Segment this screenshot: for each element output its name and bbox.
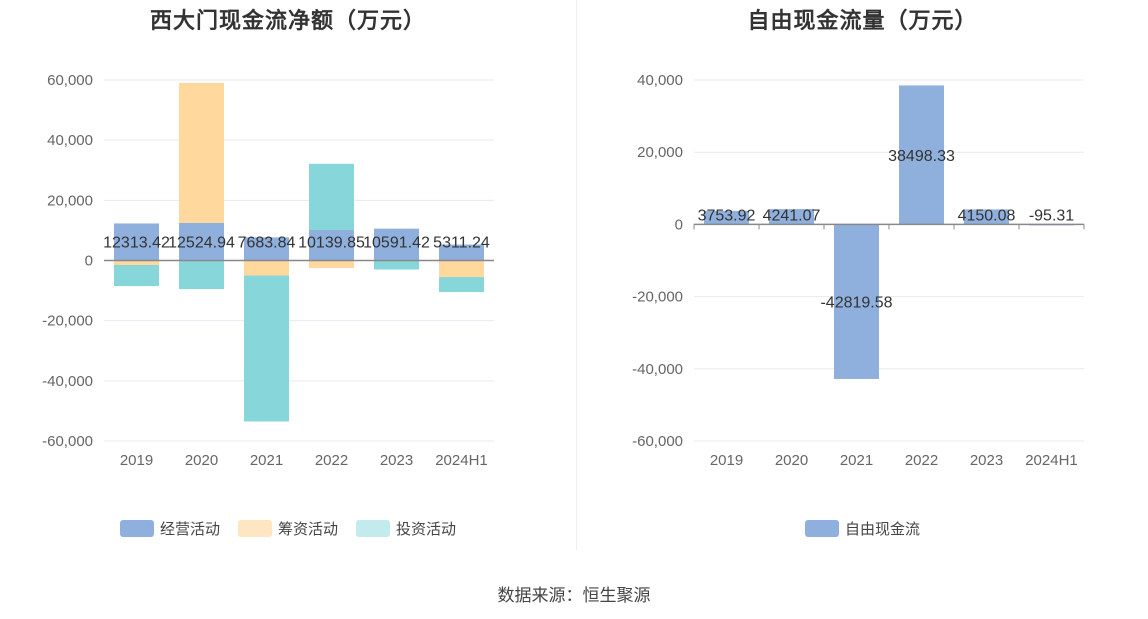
legend-swatch-free-cash-flow bbox=[804, 520, 839, 537]
cash-flow-legend: 经营活动 筹资活动 投资活动 bbox=[0, 518, 576, 539]
x-tick-label: 2020 bbox=[185, 452, 218, 469]
y-tick-label: 20,000 bbox=[637, 144, 683, 161]
legend-swatch-financing bbox=[237, 520, 272, 537]
data-label-free-cash-flow: 3753.92 bbox=[698, 207, 756, 224]
legend-label-operating: 经营活动 bbox=[159, 521, 220, 538]
legend-item-operating[interactable]: 经营活动 bbox=[119, 518, 220, 539]
bar-free-cash-flow bbox=[834, 224, 879, 379]
bar-operating bbox=[179, 222, 224, 261]
bar-investing bbox=[114, 265, 159, 287]
x-tick-label: 2021 bbox=[250, 452, 283, 469]
y-tick-label: 0 bbox=[675, 216, 683, 233]
y-tick-label: 0 bbox=[85, 253, 93, 270]
data-label-operating: 10591.42 bbox=[363, 235, 430, 252]
bar-operating bbox=[114, 223, 159, 261]
bar-free-cash-flow bbox=[704, 210, 749, 225]
free-cash-flow-chart-panel: 自由现金流量（万元） 40,000 20,000 0 -20,000 -40,000 -6… bbox=[577, 0, 1148, 560]
x-tick-label: 2020 bbox=[775, 452, 808, 469]
x-tick-label: 2021 bbox=[840, 452, 873, 469]
bar-operating bbox=[244, 237, 289, 261]
legend-label-financing: 筹资活动 bbox=[277, 521, 338, 538]
bar-financing bbox=[114, 260, 159, 266]
bar-investing bbox=[374, 260, 419, 270]
legend-swatch-operating bbox=[119, 520, 154, 537]
bar-free-cash-flow bbox=[769, 209, 814, 225]
bar-investing bbox=[439, 277, 484, 293]
legend-label-investing: 投资活动 bbox=[396, 521, 457, 538]
bar-investing bbox=[309, 163, 354, 230]
legend-item-free-cash-flow[interactable]: 自由现金流 bbox=[804, 518, 920, 539]
free-cash-flow-legend: 自由现金流 bbox=[577, 518, 1148, 539]
legend-item-financing[interactable]: 筹资活动 bbox=[237, 518, 338, 539]
bar-financing bbox=[309, 260, 354, 269]
data-label-free-cash-flow: 4150.08 bbox=[958, 207, 1016, 224]
data-label-free-cash-flow: 38498.33 bbox=[888, 148, 955, 165]
cash-flow-chart: 60,000 40,000 20,000 0 -20,000 -40,000 -60,000… bbox=[42, 72, 494, 469]
data-label-operating: 7683.84 bbox=[238, 235, 296, 252]
data-label-free-cash-flow: -42819.58 bbox=[820, 295, 892, 312]
y-tick-label: -20,000 bbox=[632, 289, 683, 306]
x-tick-label: 2022 bbox=[315, 452, 348, 469]
bar-investing bbox=[244, 275, 289, 422]
bar-financing bbox=[244, 260, 289, 276]
y-tick-label: -40,000 bbox=[42, 373, 93, 390]
x-tick-label: 2024H1 bbox=[1025, 452, 1078, 469]
y-tick-label: -60,000 bbox=[632, 433, 683, 450]
x-tick-label: 2019 bbox=[120, 452, 153, 469]
data-label-free-cash-flow: -95.31 bbox=[1029, 207, 1074, 224]
data-label-operating: 5311.24 bbox=[433, 235, 490, 252]
bar-financing bbox=[179, 82, 224, 223]
y-tick-label: 40,000 bbox=[47, 132, 93, 149]
bar-operating bbox=[439, 244, 484, 261]
y-tick-label: 60,000 bbox=[47, 72, 93, 89]
cash-flow-chart-title: 西大门现金流净额（万元） bbox=[149, 8, 426, 33]
bar-operating bbox=[309, 229, 354, 261]
legend-item-investing[interactable]: 投资活动 bbox=[356, 518, 456, 539]
free-cash-flow-chart: 40,000 20,000 0 -20,000 -40,000 -60,000 2019 20… bbox=[632, 72, 1085, 469]
y-tick-label: -20,000 bbox=[42, 313, 93, 330]
y-tick-label: 20,000 bbox=[47, 192, 93, 209]
data-label-operating: 10139.85 bbox=[298, 235, 365, 252]
y-tick-label: -40,000 bbox=[632, 361, 683, 378]
bar-financing bbox=[439, 260, 484, 278]
data-source-note: 数据来源：恒生聚源 bbox=[497, 586, 651, 605]
data-label-operating: 12524.94 bbox=[168, 235, 235, 252]
x-tick-label: 2019 bbox=[710, 452, 743, 469]
panel-divider bbox=[576, 0, 577, 550]
x-tick-label: 2022 bbox=[905, 452, 938, 469]
bar-operating bbox=[374, 228, 419, 261]
bar-free-cash-flow bbox=[964, 209, 1009, 225]
data-label-free-cash-flow: 4241.07 bbox=[763, 207, 821, 224]
x-tick-label: 2023 bbox=[970, 452, 1003, 469]
y-tick-label: 40,000 bbox=[637, 72, 683, 89]
cash-flow-chart-panel: 西大门现金流净额（万元） 60,000 40,000 20,000 0 -20,000 -… bbox=[0, 0, 576, 560]
y-tick-label: -60,000 bbox=[42, 433, 93, 450]
legend-label-free-cash-flow: 自由现金流 bbox=[844, 521, 920, 538]
legend-swatch-investing bbox=[356, 520, 390, 537]
data-label-operating: 12313.42 bbox=[103, 235, 170, 252]
x-tick-label: 2024H1 bbox=[435, 452, 488, 469]
bar-free-cash-flow bbox=[899, 85, 944, 225]
free-cash-flow-chart-title: 自由现金流量（万元） bbox=[747, 8, 978, 33]
x-tick-label: 2023 bbox=[380, 452, 413, 469]
bar-investing bbox=[179, 260, 224, 290]
